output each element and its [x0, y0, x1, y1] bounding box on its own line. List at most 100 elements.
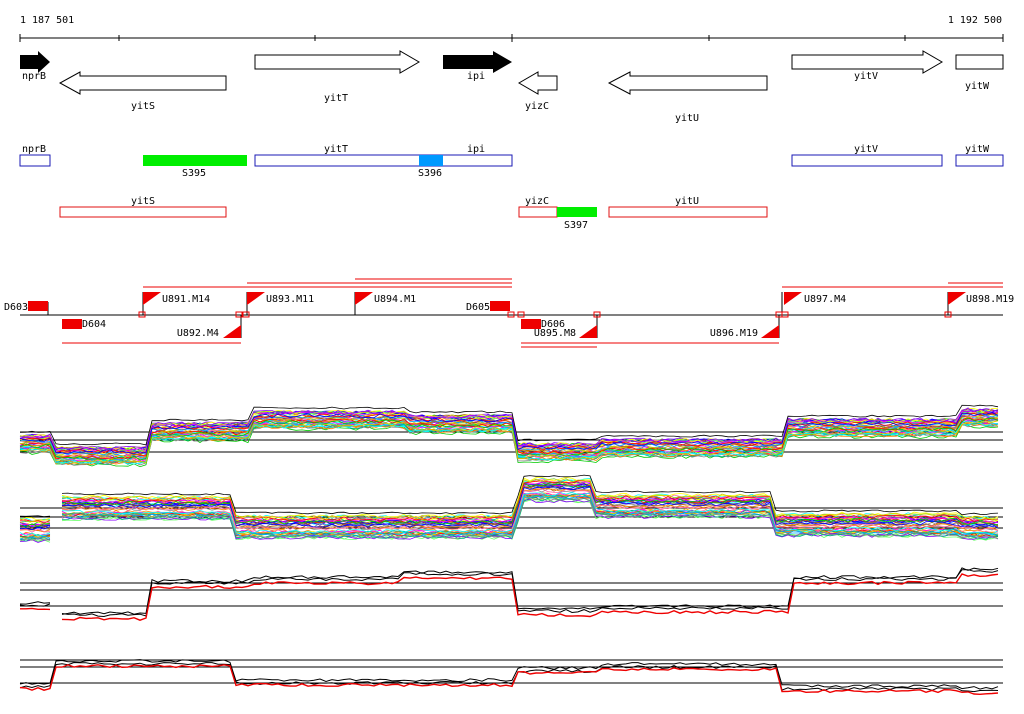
gene-arrow-yizC[interactable] — [518, 71, 558, 95]
gene-arrow-yitU[interactable] — [607, 71, 768, 95]
expression-trace — [19, 661, 999, 693]
tu-terminator — [517, 311, 525, 318]
site-D605[interactable] — [490, 301, 510, 311]
expression-trace — [19, 474, 999, 518]
expression-trace — [19, 412, 999, 454]
gene-arrow-yitT[interactable] — [254, 50, 420, 74]
tu-terminator — [235, 311, 243, 318]
tu-terminator — [138, 311, 146, 318]
expression-trace — [19, 664, 999, 696]
expression-trace — [19, 423, 999, 465]
site-D603[interactable] — [28, 301, 48, 311]
gene-label-ipi: ipi — [467, 71, 485, 82]
expression-trace — [19, 569, 999, 618]
reverse-strand-track: yitS yizC S397 yitU — [59, 196, 768, 231]
forward-label-ipi: ipi — [467, 144, 485, 155]
gene-arrow-ipi[interactable] — [443, 51, 512, 73]
site-label-D606: D606 — [541, 319, 565, 330]
profile-lines — [19, 404, 999, 468]
expression-trace — [19, 420, 999, 464]
expression-trace — [19, 497, 999, 542]
tu-label-U895: U895.M8 — [534, 328, 576, 339]
tu-label-U894: U894.M1 — [374, 294, 416, 305]
expression-panel-reverse-profiles — [19, 474, 1003, 543]
tu-label-U896: U896.M19 — [710, 328, 758, 339]
tu-start-U892[interactable] — [223, 325, 241, 338]
expression-trace — [19, 488, 999, 533]
expression-trace — [19, 417, 999, 460]
forward-feature-yitW[interactable] — [955, 154, 1004, 167]
reverse-feature-yitU[interactable] — [608, 206, 768, 218]
site-label-D604: D604 — [82, 319, 106, 330]
tu-start-U897[interactable] — [784, 292, 802, 305]
tu-start-U895[interactable] — [579, 325, 597, 338]
tu-terminator — [944, 311, 952, 318]
expression-trace — [19, 491, 999, 537]
tu-terminator — [593, 311, 601, 318]
tu-start-U898[interactable] — [948, 292, 966, 305]
gene-label-yitS: yitS — [131, 101, 155, 112]
profile-lines — [19, 474, 999, 543]
expression-trace — [19, 567, 999, 615]
expression-trace — [19, 478, 999, 522]
expression-panel-forward-profiles — [19, 404, 1003, 468]
forward-segment-S395[interactable] — [143, 155, 247, 166]
expression-trace — [19, 486, 999, 531]
reverse-segment-label-S397: S397 — [564, 220, 588, 231]
tu-label-U891: U891.M14 — [162, 294, 210, 305]
gene-label-yitT: yitT — [324, 93, 348, 104]
forward-label-yitT: yitT — [324, 144, 348, 155]
reverse-label-yitU: yitU — [675, 196, 699, 207]
tu-start-U891[interactable] — [143, 292, 161, 305]
tu-label-U892: U892.M4 — [177, 328, 219, 339]
expression-trace — [19, 659, 999, 690]
gene-arrow-nprB[interactable] — [20, 51, 50, 73]
gene-label-yitV: yitV — [854, 71, 878, 82]
reverse-label-yitS: yitS — [131, 196, 155, 207]
tu-start-U894[interactable] — [355, 292, 373, 305]
ruler-end-label: 1 192 500 — [948, 15, 1002, 26]
forward-feature-yitT-ipi[interactable] — [254, 154, 513, 167]
gene-arrow-yitV[interactable] — [791, 50, 943, 74]
gene-label-yitU: yitU — [675, 113, 699, 124]
forward-label-yitW: yitW — [965, 144, 990, 155]
site-label-D603: D603 — [4, 302, 28, 313]
site-D604[interactable] — [62, 319, 82, 329]
forward-feature-yitV[interactable] — [791, 154, 943, 167]
expression-panel-forward-summary — [19, 567, 1003, 621]
forward-label-nprB: nprB — [22, 144, 46, 155]
expression-trace — [19, 413, 999, 456]
tu-start-U896[interactable] — [761, 325, 779, 338]
expression-trace — [19, 419, 999, 462]
summary-lines — [19, 659, 999, 696]
forward-label-yitV: yitV — [854, 144, 878, 155]
forward-feature-nprB[interactable] — [19, 154, 51, 167]
gene-label-yizC: yizC — [525, 101, 549, 112]
gene-arrow-yitW[interactable] — [955, 54, 1004, 70]
coordinate-ruler: 1 187 501 1 192 500 — [19, 15, 1004, 42]
expression-trace — [19, 408, 999, 450]
expression-trace — [20, 573, 999, 621]
summary-lines — [19, 567, 999, 621]
reverse-feature-yitS[interactable] — [59, 206, 227, 218]
tu-terminator — [507, 311, 515, 318]
forward-segment-S396[interactable] — [419, 155, 443, 166]
expression-trace — [19, 413, 999, 456]
tu-terminator — [781, 311, 789, 318]
tu-label-U898: U898.M19 — [966, 294, 1014, 305]
reverse-segment-S397[interactable] — [557, 207, 597, 217]
transcription-unit-track: U891.M14 U893.M11 U894.M1 U897.M4 U898.M… — [4, 278, 1014, 348]
site-D606[interactable] — [521, 319, 541, 329]
gene-label-yitW: yitW — [965, 81, 990, 92]
gene-annotation-track: nprB yitS yitT ipi yizC yitU yitV yitW — [20, 50, 1004, 124]
ruler-start-label: 1 187 501 — [20, 15, 74, 26]
expression-trace — [19, 483, 999, 528]
reverse-label-yizC: yizC — [525, 196, 549, 207]
tu-start-U893[interactable] — [247, 292, 265, 305]
tu-label-U897: U897.M4 — [804, 294, 846, 305]
reverse-feature-yizC[interactable] — [518, 206, 558, 218]
tu-terminator — [242, 311, 250, 318]
forward-strand-track: nprB S395 yitT ipi S396 yitV yitW — [19, 144, 1004, 179]
